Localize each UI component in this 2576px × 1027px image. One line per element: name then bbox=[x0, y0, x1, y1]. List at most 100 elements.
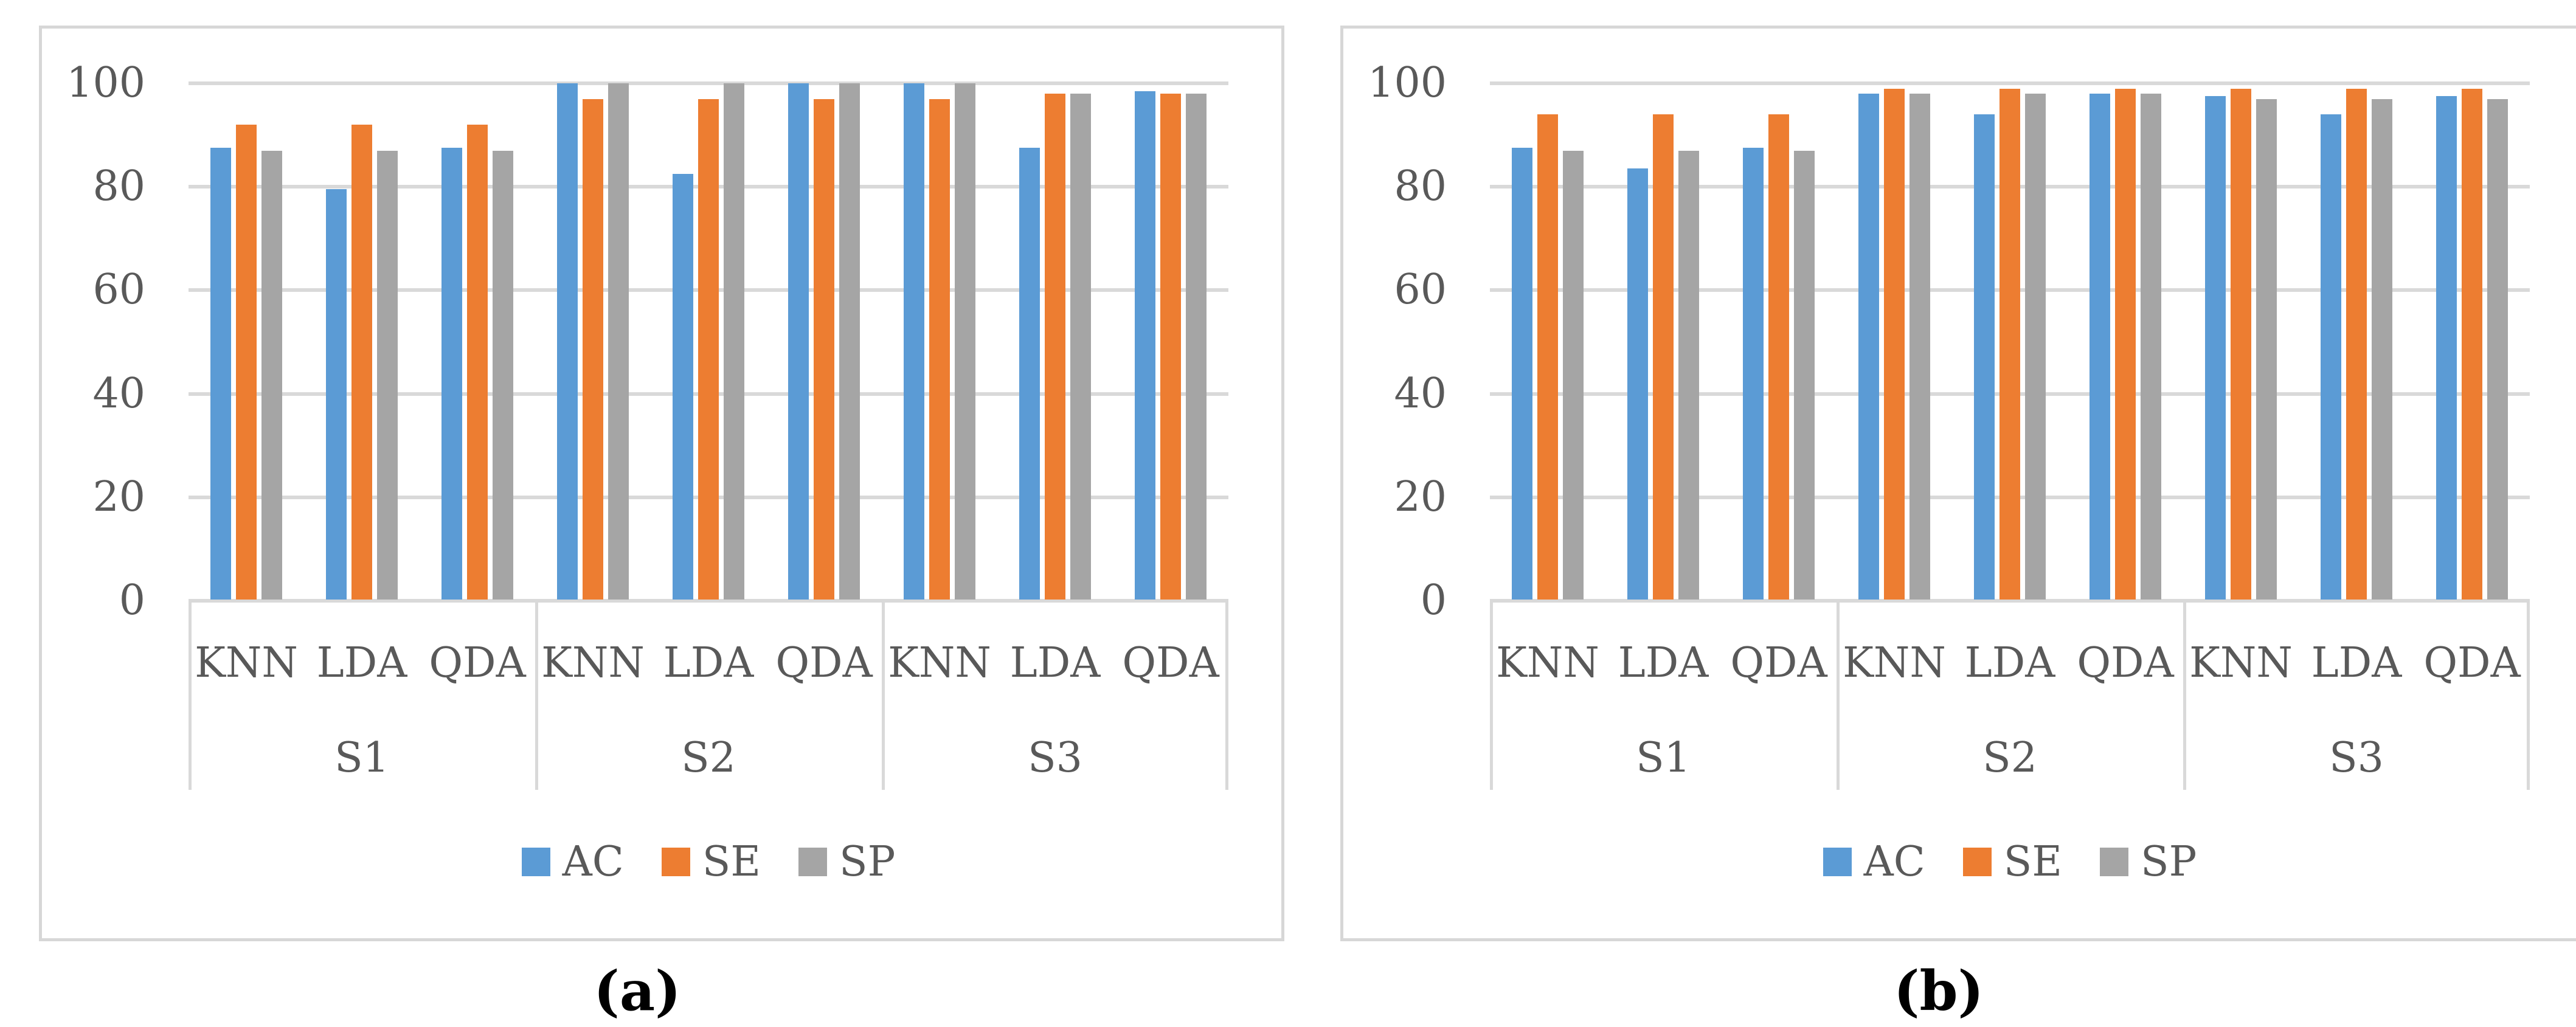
category-label: KNN bbox=[1496, 639, 1599, 687]
y-axis-tick-label: 40 bbox=[1394, 369, 1447, 418]
category-axis-separator bbox=[2183, 603, 2186, 790]
legend-swatch-sp bbox=[2100, 847, 2129, 876]
legend-swatch-ac bbox=[521, 847, 550, 876]
group-label: S1 bbox=[1636, 734, 1691, 782]
category-axis-separator bbox=[882, 603, 885, 790]
legend-swatch-sp bbox=[798, 847, 828, 876]
bar-sp-s1-qda bbox=[1794, 151, 1815, 600]
category-label: KNN bbox=[541, 639, 645, 687]
bar-se-s1-lda bbox=[1653, 114, 1674, 600]
category-label: QDA bbox=[2077, 639, 2174, 687]
category-label: LDA bbox=[316, 639, 407, 687]
bar-sp-s1-lda bbox=[377, 151, 398, 600]
category-label: LDA bbox=[1964, 639, 2055, 687]
bar-ac-s3-knn bbox=[2205, 96, 2226, 600]
legend-label: SP bbox=[839, 837, 896, 886]
category-label: KNN bbox=[1843, 639, 1946, 687]
bar-se-s2-lda bbox=[698, 99, 719, 600]
y-axis-tick-label: 0 bbox=[1420, 576, 1447, 624]
category-label: QDA bbox=[429, 639, 526, 687]
bar-se-s3-knn bbox=[2231, 89, 2251, 600]
y-axis-tick-label: 0 bbox=[119, 576, 145, 624]
category-axis-separator bbox=[2527, 603, 2530, 790]
bar-sp-s3-qda bbox=[2487, 99, 2508, 600]
y-axis-tick-label: 60 bbox=[1394, 266, 1447, 314]
bar-ac-s1-knn bbox=[1512, 148, 1532, 600]
category-label: LDA bbox=[2311, 639, 2402, 687]
y-axis-tick-label: 20 bbox=[1394, 472, 1447, 521]
bar-sp-s1-lda bbox=[1678, 151, 1699, 600]
bar-ac-s3-knn bbox=[904, 83, 924, 600]
gridline-y-0 bbox=[1490, 599, 2530, 603]
bar-se-s3-lda bbox=[1045, 94, 1065, 600]
legend-item-sp: SP bbox=[798, 837, 896, 886]
category-label: LDA bbox=[1618, 639, 1709, 687]
y-axis-tick-label: 20 bbox=[92, 472, 145, 521]
bar-se-s3-knn bbox=[929, 99, 950, 600]
category-axis-separator bbox=[189, 603, 192, 790]
bar-se-s2-qda bbox=[814, 99, 834, 600]
bar-se-s1-qda bbox=[1768, 114, 1789, 600]
group-label: S3 bbox=[1028, 734, 1082, 782]
legend-item-ac: AC bbox=[1823, 841, 1925, 882]
bar-sp-s2-lda bbox=[2025, 94, 2046, 600]
bar-se-s2-lda bbox=[2000, 89, 2020, 600]
category-axis-separator bbox=[1490, 603, 1493, 790]
bar-sp-s1-knn bbox=[261, 151, 282, 600]
bar-sp-s1-knn bbox=[1563, 151, 1584, 600]
bar-se-s1-knn bbox=[1537, 114, 1558, 600]
group-label: S2 bbox=[1982, 734, 2037, 782]
gridline-y-0 bbox=[189, 599, 1228, 603]
y-axis-tick-label: 80 bbox=[92, 162, 145, 211]
bar-ac-s1-lda bbox=[326, 189, 347, 600]
bar-ac-s2-knn bbox=[557, 83, 578, 600]
bar-ac-s3-qda bbox=[1135, 91, 1155, 600]
legend-label: SE bbox=[2003, 837, 2063, 886]
bar-se-s2-qda bbox=[2115, 89, 2136, 600]
legend-item-ac: AC bbox=[521, 837, 624, 886]
bar-sp-s2-qda bbox=[839, 83, 860, 600]
category-label: QDA bbox=[1730, 639, 1827, 687]
bar-ac-s2-qda bbox=[2090, 94, 2110, 600]
bar-se-s3-lda bbox=[2346, 89, 2367, 600]
bar-ac-s3-lda bbox=[1019, 148, 1040, 600]
bar-ac-s2-lda bbox=[1974, 114, 1995, 600]
group-label: S3 bbox=[2329, 734, 2384, 782]
gridline-y-100 bbox=[1490, 81, 2530, 85]
caption-a: (a) bbox=[594, 959, 681, 1023]
bar-chart-b: 0 20 40 60 80 100 KNN LDA QDA KNN LDA QDA KNN LDA QDA S… bbox=[1343, 29, 2576, 938]
category-axis-separator bbox=[535, 603, 538, 790]
legend-label: SP bbox=[2141, 837, 2197, 886]
bar-sp-s3-knn bbox=[2256, 99, 2277, 600]
bar-ac-s1-qda bbox=[441, 148, 462, 600]
legend-label: AC bbox=[562, 837, 624, 886]
bar-ac-s1-knn bbox=[210, 148, 231, 600]
category-label: QDA bbox=[775, 639, 873, 687]
bar-sp-s2-lda bbox=[724, 83, 744, 600]
bar-sp-s3-lda bbox=[2372, 99, 2392, 600]
y-axis-tick-label: 40 bbox=[92, 369, 145, 418]
group-label: S2 bbox=[681, 734, 736, 782]
category-axis-separator bbox=[1837, 603, 1840, 790]
legend: AC SE SP bbox=[1490, 837, 2530, 886]
bar-chart-a: 0 20 40 60 80 100 KNN LDA QDA KNN LDA QDA KNN LDA QDA S… bbox=[42, 29, 1281, 938]
y-axis-tick-label: 80 bbox=[1394, 162, 1447, 211]
bar-ac-s1-qda bbox=[1743, 148, 1764, 600]
legend-label: SE bbox=[702, 837, 761, 886]
category-label: KNN bbox=[2189, 639, 2293, 687]
bar-sp-s3-lda bbox=[1070, 94, 1091, 600]
bar-sp-s2-qda bbox=[2141, 94, 2161, 600]
bar-se-s3-qda bbox=[2462, 89, 2482, 600]
bar-se-s2-knn bbox=[1884, 89, 1905, 600]
bar-ac-s2-knn bbox=[1858, 94, 1879, 600]
bar-ac-s2-qda bbox=[788, 83, 809, 600]
category-axis-separator bbox=[1225, 603, 1228, 790]
category-label: QDA bbox=[2423, 639, 2521, 687]
category-label: QDA bbox=[1122, 639, 1219, 687]
y-axis-tick-label: 100 bbox=[66, 59, 145, 107]
bar-sp-s2-knn bbox=[1909, 94, 1930, 600]
bar-sp-s2-knn bbox=[608, 83, 629, 600]
legend: AC SE SP bbox=[189, 837, 1228, 886]
legend-item-se: SE bbox=[661, 837, 761, 886]
y-axis-tick-label: 100 bbox=[1368, 59, 1447, 107]
